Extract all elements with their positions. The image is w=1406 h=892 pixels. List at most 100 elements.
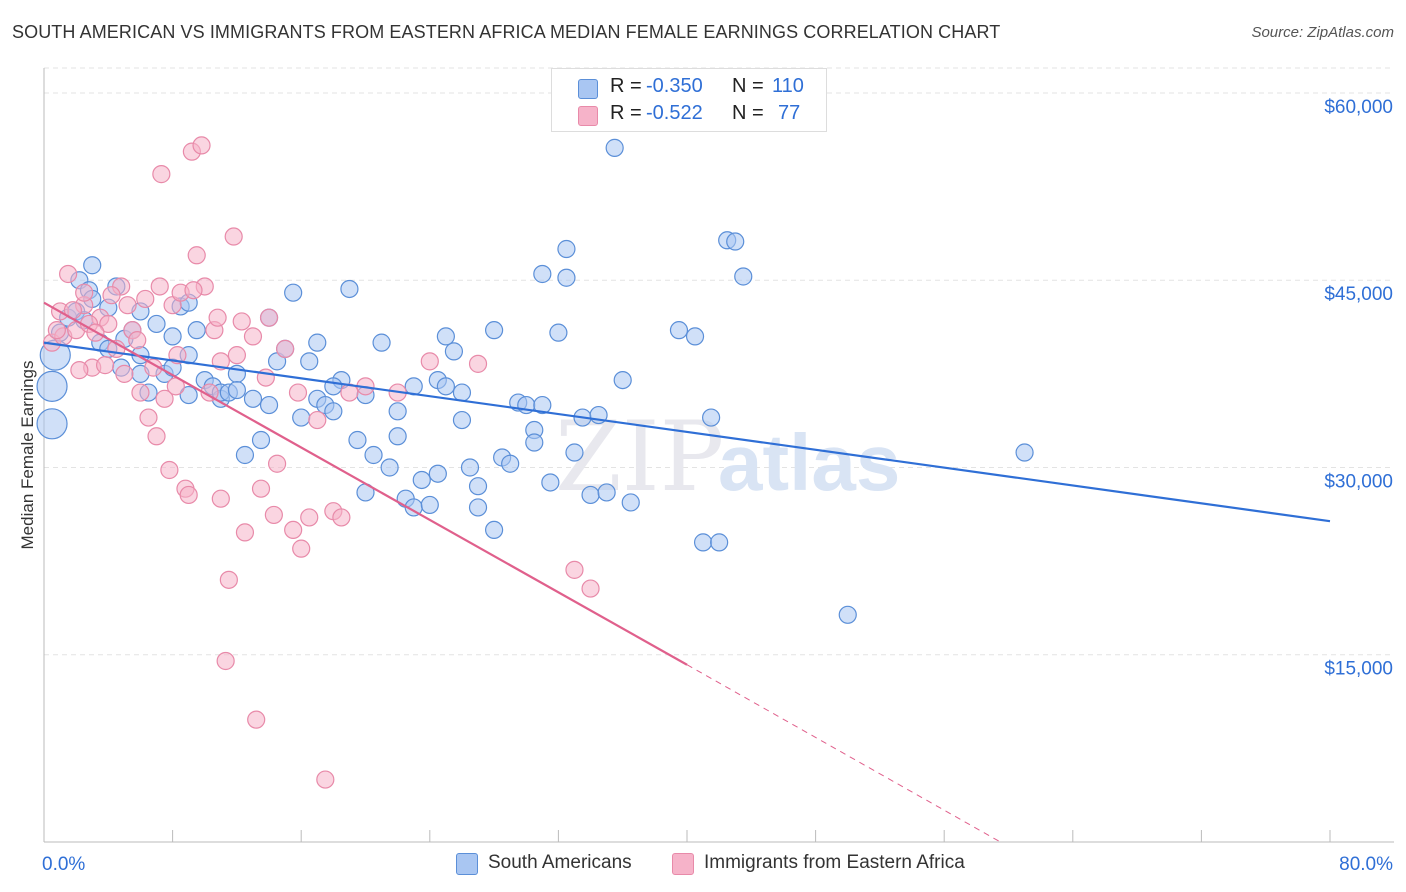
point-eastern-africa [288,383,308,402]
point-eastern-africa [216,651,235,671]
legend-r-label: R = [610,75,642,97]
point-south-american [412,470,431,490]
point-eastern-africa [276,339,295,358]
point-eastern-africa [308,410,327,430]
point-south-american [685,327,705,346]
point-south-american [436,327,455,346]
point-south-american [533,264,552,284]
point-south-american [227,380,246,400]
point-south-american [669,321,689,340]
point-south-american [147,314,166,334]
y-tick-label: $15,000 [1324,659,1393,680]
point-eastern-africa [184,281,203,300]
point-eastern-africa [118,296,137,315]
point-eastern-africa [150,277,169,296]
point-south-american [251,430,271,450]
series-label: Immigrants from Eastern Africa [704,852,965,873]
point-south-american [581,485,600,505]
point-south-american [501,454,520,473]
point-south-american [83,256,102,275]
chart-title: SOUTH AMERICAN VS IMMIGRANTS FROM EASTER… [12,22,1001,42]
point-south-american [1015,443,1034,462]
legend-n-value: 110 [772,75,804,97]
point-south-american [549,323,568,342]
point-south-american [300,352,319,371]
point-south-american [710,533,729,552]
point-eastern-africa [300,508,319,527]
legend-n-value: 77 [778,102,801,124]
point-eastern-africa [264,505,283,525]
point-eastern-africa [139,408,158,427]
point-eastern-africa [243,327,263,346]
axes [43,68,1394,843]
legend-swatch-pink [578,106,598,126]
point-south-american [838,605,857,624]
point-south-american [460,458,480,477]
point-south-american [468,477,488,496]
correlation-legend: R = -0.350 N = 110 R = -0.522 N = 77 [551,68,827,132]
data-points [36,136,1034,789]
series-label: South Americans [488,852,632,873]
point-eastern-africa [131,383,150,402]
point-south-american [324,402,343,421]
point-south-american [428,464,447,483]
point-eastern-africa [251,479,271,498]
point-eastern-africa [147,427,166,446]
trend-lines [43,301,1331,843]
point-eastern-africa [208,308,227,327]
watermark-atlas: atlas [718,418,900,507]
point-eastern-africa [332,508,351,527]
x-tick-label: 0.0% [42,854,85,875]
point-south-american [436,377,455,396]
point-south-american [565,443,584,462]
grid-lines [44,67,1394,656]
point-eastern-africa [187,246,206,265]
point-south-american [364,445,383,465]
point-south-american [541,473,560,492]
point-eastern-africa [468,354,488,373]
point-eastern-africa [420,352,439,371]
point-south-american [444,342,464,361]
legend-r-label: R = [610,102,642,124]
point-south-american [163,327,182,346]
point-south-american [259,395,279,415]
point-south-american [597,483,616,502]
legend-swatch-blue [578,79,598,99]
point-south-american [308,333,327,352]
point-south-american [380,458,399,477]
point-south-american [284,283,303,302]
point-eastern-africa [179,485,198,505]
point-eastern-africa [70,361,89,380]
trend-line-eastern-africa-extension [686,664,1001,843]
point-eastern-africa [136,289,155,309]
point-south-american [452,410,472,430]
point-south-american [292,408,311,427]
point-eastern-africa [102,286,121,305]
point-south-american [179,385,198,405]
point-south-american [485,321,504,340]
point-eastern-africa [247,710,266,729]
point-south-american [388,402,407,421]
x-tick-label: 80.0% [1339,854,1393,875]
point-south-american [693,533,713,552]
point-eastern-africa [75,283,94,302]
legend-r-value: -0.350 [646,75,703,97]
chart-source: Source: ZipAtlas.com [1251,24,1394,41]
point-eastern-africa [160,460,179,480]
point-eastern-africa [47,321,66,340]
point-eastern-africa [581,579,600,598]
point-eastern-africa [565,560,584,579]
point-eastern-africa [200,383,219,402]
point-eastern-africa [235,523,255,542]
point-eastern-africa [224,227,243,246]
point-south-american [36,370,68,402]
point-eastern-africa [316,770,335,789]
point-south-american [525,433,544,452]
point-south-american [340,279,359,299]
point-south-american [734,267,753,286]
point-eastern-africa [99,314,118,334]
point-eastern-africa [211,489,230,508]
point-south-american [468,498,488,517]
point-south-american [235,445,255,465]
